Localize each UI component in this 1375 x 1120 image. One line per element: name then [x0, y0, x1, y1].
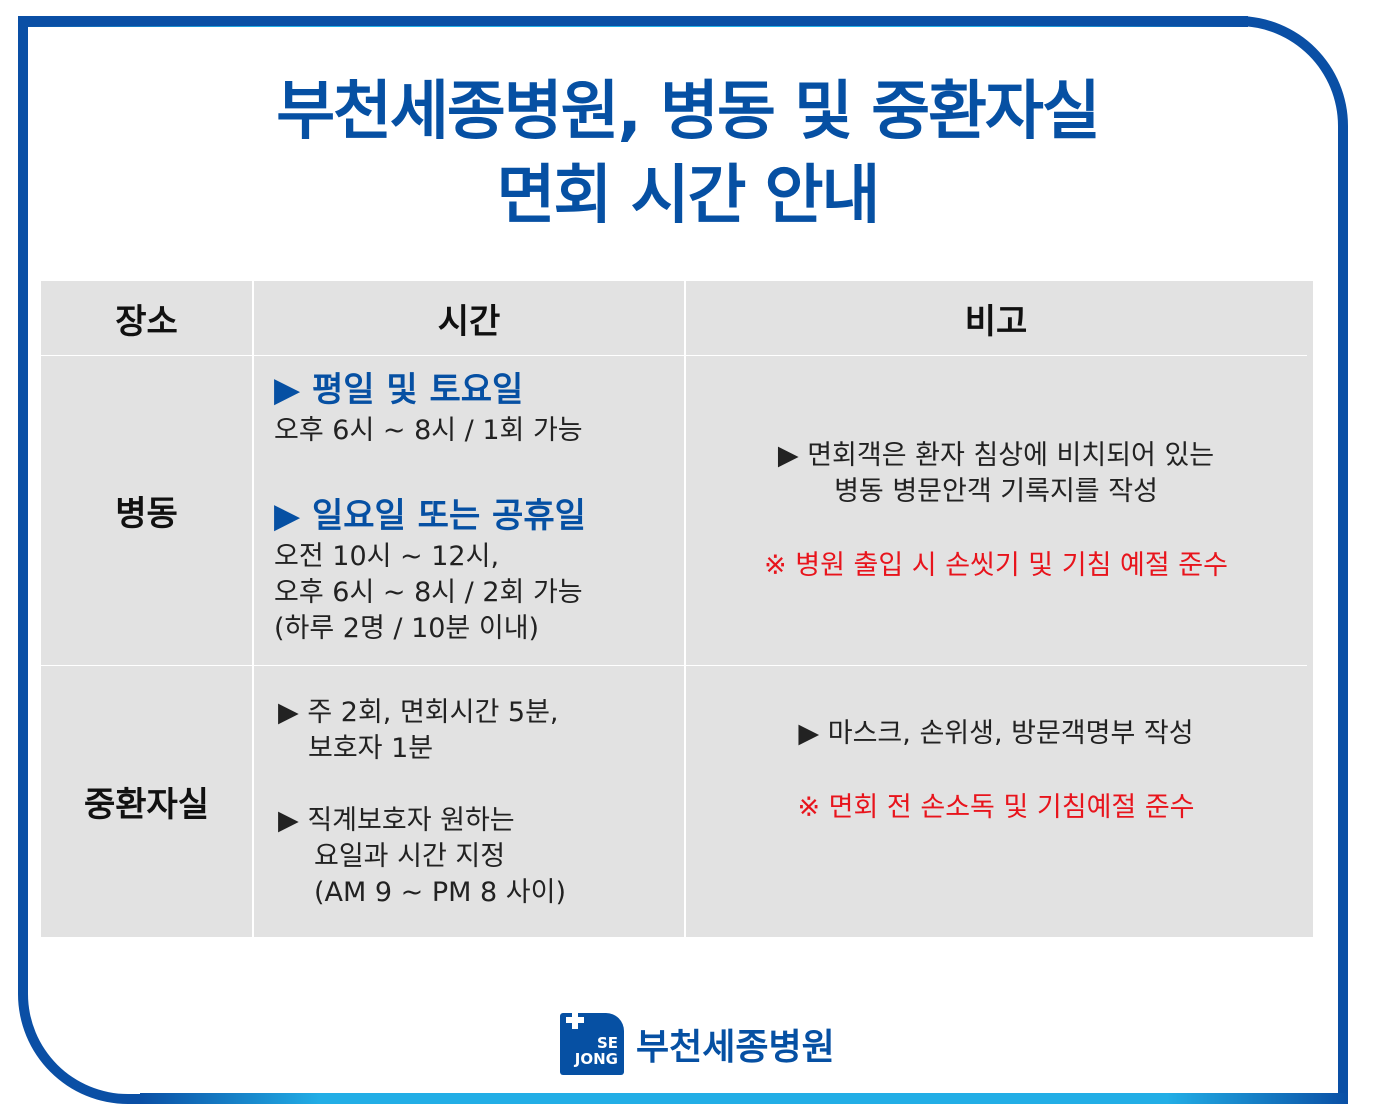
place-ward: 병동	[115, 494, 178, 534]
weekday-time: 오후 6시 ~ 8시 / 1회 가능	[274, 415, 583, 446]
warning-text: ※ 병원 출입 시 손씻기 및 기침 예절 준수	[764, 549, 1228, 581]
note-line-1: ▶ 마스크, 손위생, 방문객명부 작성	[798, 718, 1194, 749]
visiting-hours-table: 장소 시간 비고 병동 ▶ 평일 및 토요일 오후 6시 ~ 8시 / 1회 가…	[41, 281, 1313, 937]
frame-bottom-gradient	[140, 1093, 1348, 1104]
header-place: 장소	[115, 301, 178, 342]
divider	[41, 355, 1307, 356]
time-ward: ▶ 평일 및 토요일 오후 6시 ~ 8시 / 1회 가능 ▶ 일요일 또는 공…	[274, 367, 586, 647]
page-title: 부천세종병원, 병동 및 중환자실 면회 시간 안내	[0, 70, 1375, 238]
place-icu: 중환자실	[83, 785, 210, 825]
weekday-heading: ▶ 평일 및 토요일	[274, 370, 524, 410]
time-icu: ▶ 주 2회, 면회시간 5분, 보호자 1분 ▶ 직계보호자 원하는 요일과 …	[278, 695, 566, 911]
logo-mark-text: JONG	[574, 1050, 618, 1068]
divider	[252, 281, 254, 937]
icu-time-5: (AM 9 ~ PM 8 사이)	[314, 877, 566, 908]
header-note: 비고	[964, 301, 1028, 342]
icu-time-3: ▶ 직계보호자 원하는	[278, 805, 515, 836]
note-line-2: 병동 병문안객 기록지를 작성	[834, 475, 1158, 507]
note-ward: ▶ 면회객은 환자 침상에 비치되어 있는 병동 병문안객 기록지를 작성 ※ …	[686, 356, 1306, 665]
holiday-heading: ▶ 일요일 또는 공휴일	[274, 496, 586, 536]
logo-mark: SE JONG	[560, 1013, 624, 1075]
title-line-1: 부천세종병원, 병동 및 중환자실	[276, 75, 1101, 149]
logo-name: 부천세종병원	[636, 1027, 835, 1068]
note-icu: ▶ 마스크, 손위생, 방문객명부 작성 ※ 면회 전 손소독 및 기침예절 준…	[686, 666, 1306, 876]
divider	[41, 665, 1307, 666]
holiday-time-1: 오전 10시 ~ 12시,	[274, 541, 500, 572]
hospital-logo: SE JONG 부천세종병원	[560, 1013, 835, 1075]
logo-mark-text: SE	[596, 1034, 618, 1052]
note-line-1: ▶ 면회객은 환자 침상에 비치되어 있는	[777, 439, 1215, 471]
title-line-2: 면회 시간 안내	[496, 159, 881, 233]
icu-time-4: 요일과 시간 지정	[314, 841, 506, 872]
icu-time-1: ▶ 주 2회, 면회시간 5분,	[278, 697, 559, 728]
holiday-time-3: (하루 2명 / 10분 이내)	[274, 613, 540, 644]
holiday-time-2: 오후 6시 ~ 8시 / 2회 가능	[274, 577, 583, 608]
divider	[684, 281, 686, 937]
header-time: 시간	[437, 301, 501, 342]
icu-time-2: 보호자 1분	[308, 733, 434, 764]
warning-text: ※ 면회 전 손소독 및 기침예절 준수	[797, 792, 1195, 823]
